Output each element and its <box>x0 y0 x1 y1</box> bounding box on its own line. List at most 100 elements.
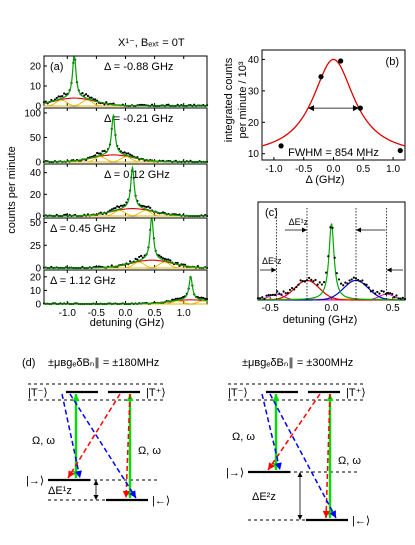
panel-b-data-point <box>318 74 324 80</box>
panel-a-delta-label: Δ = 0.45 GHz <box>50 223 116 235</box>
panel-a-ytick-label: 100 <box>24 108 41 119</box>
panel-c-data-point <box>357 278 360 282</box>
panel-a-data-point <box>145 205 148 209</box>
panel-d-right-state-label: |→⟩ <box>226 467 244 479</box>
panel-c-data-point <box>295 285 298 289</box>
panel-a-data-point <box>174 297 177 300</box>
panel-c-xtick-label: -0.5 <box>262 303 280 314</box>
panel-b-ytick-label: 10 <box>248 149 260 160</box>
panel-c-data-point <box>391 292 394 296</box>
panel-b-tag: (b) <box>386 56 399 68</box>
panel-a-data-point <box>119 204 123 207</box>
panel-a-xtick-label: 1.0 <box>177 308 191 319</box>
panel-c-data-point <box>399 297 402 300</box>
panel-c-data-point <box>346 282 349 285</box>
panel-c-data-point <box>378 292 381 295</box>
panel-c-data-point <box>284 292 287 295</box>
panel-b-fwhm-arrow-right <box>352 105 359 112</box>
panel-a-delta-label: Δ = 0.12 GHz <box>104 169 170 181</box>
panel-a-data-point <box>94 98 97 101</box>
panel-a-data-point <box>101 150 104 153</box>
panel-a-data-point <box>88 96 91 99</box>
panel-d-red-dashed-arrow-head <box>122 490 130 498</box>
panel-a-tag: (a) <box>50 61 63 73</box>
panel-a-xtick-label: -0.5 <box>88 308 106 319</box>
panel-b-ylabel-1: integrated counts <box>223 57 235 142</box>
panel-b-ytick-label: 20 <box>248 118 260 129</box>
panel-a-data-point <box>105 101 108 104</box>
panel-a-xlabel: detuning (GHz) <box>90 317 165 329</box>
panel-c-arrow-e1-right-head <box>356 227 361 233</box>
panel-a-data-point <box>117 205 121 209</box>
panel-c-data-point <box>348 279 351 282</box>
panel-a-data-point <box>204 297 207 300</box>
panel-c-fit-blue <box>258 279 405 301</box>
panel-a-data-point <box>158 254 161 257</box>
panel-c-data-point <box>376 290 379 294</box>
panel-a-total-fit <box>44 113 207 163</box>
panel-d-left-state-label: |←⟩ <box>352 515 370 527</box>
panel-a-data-point <box>130 154 134 157</box>
panel-c-data-point <box>280 293 283 296</box>
panel-d-blue-dashed-arrow <box>61 393 81 479</box>
panel-c-data-point <box>371 289 375 292</box>
panel-a-data-point <box>136 258 139 261</box>
panel-a-data-point <box>97 152 101 155</box>
panel-a-data-point <box>128 260 132 263</box>
panel-a-data-point <box>110 264 113 267</box>
panel-a-ytick-label: 10 <box>30 286 42 297</box>
panel-c-data-point <box>339 282 343 285</box>
panel-a-ytick-label: 0 <box>35 102 41 113</box>
panel-a-xtick-label: 0.5 <box>148 308 162 319</box>
panel-c-data-point <box>269 293 272 297</box>
panel-a-data-point <box>90 96 93 99</box>
panel-c-data-point <box>359 280 362 283</box>
panel-c-data-point <box>308 276 311 280</box>
panel-c-data-point <box>310 278 313 282</box>
panel-d-t-minus-label: |T⁻⟩ <box>228 387 248 399</box>
panel-d-split-arrow-bottom <box>297 515 303 520</box>
panel-a-data-point <box>86 94 90 98</box>
panel-a-data-point <box>176 261 179 265</box>
panel-a-ytick-label: 20 <box>30 62 42 73</box>
panel-d: (d) ±μʙgₑδBₙ∥ = ±180MHz ±μʙgₑδBₙ∥ = ±300… <box>22 357 370 527</box>
panel-a-total-fit <box>44 218 208 269</box>
panel-c-data-point <box>367 286 370 289</box>
panel-a-data-point <box>63 92 66 95</box>
panel-c-data-point <box>267 293 270 297</box>
panel-c-data-point <box>337 278 341 281</box>
panel-c-data-point <box>333 256 336 259</box>
panel-c-data-point <box>276 290 279 293</box>
panel-d-dez-label: ΔE²ᴢ <box>252 491 276 503</box>
panel-c-data-point <box>273 293 277 297</box>
panel-d-green-arrow-head <box>272 394 280 401</box>
panel-c-arrow-e2-right-head <box>386 267 392 273</box>
panel-b-data-point <box>278 143 284 149</box>
panel-c-data-point <box>382 290 385 293</box>
panel-c-data-point <box>314 278 317 282</box>
panel-d-split-arrow-top <box>297 472 303 477</box>
panel-a-data-point <box>85 93 88 96</box>
panel-c-data-point <box>312 280 315 283</box>
panel-a-data-point <box>167 258 170 261</box>
panel-a-data-point <box>99 152 102 155</box>
panel-a-data-point <box>110 208 113 211</box>
panel-d-dez-label: ΔE¹ᴢ <box>48 485 72 497</box>
panel-a-data-point <box>161 257 165 260</box>
panel-b-xtick-label: -1.0 <box>265 164 283 175</box>
panel-c-data-point <box>401 296 404 299</box>
panel-a-data-point <box>64 213 68 216</box>
panel-d-omega-left: Ω, ω <box>232 431 255 443</box>
panel-c-data-point <box>395 294 398 297</box>
panel-a-data-point <box>165 258 168 261</box>
panel-b-xtick-label: 1.0 <box>386 164 400 175</box>
panel-c-label-e1: ΔE¹ᴢ <box>289 217 309 227</box>
panel-a-data-point <box>141 204 144 208</box>
panel-d-red-dashed-arrow <box>125 393 131 499</box>
panel-a-data-point <box>139 254 143 258</box>
panel-a-ylabel: counts per minute <box>6 146 18 233</box>
panel-c-frame <box>257 201 406 301</box>
panel-c-data-point <box>299 279 302 282</box>
panel-a-ytick-label: 0 <box>35 212 41 223</box>
